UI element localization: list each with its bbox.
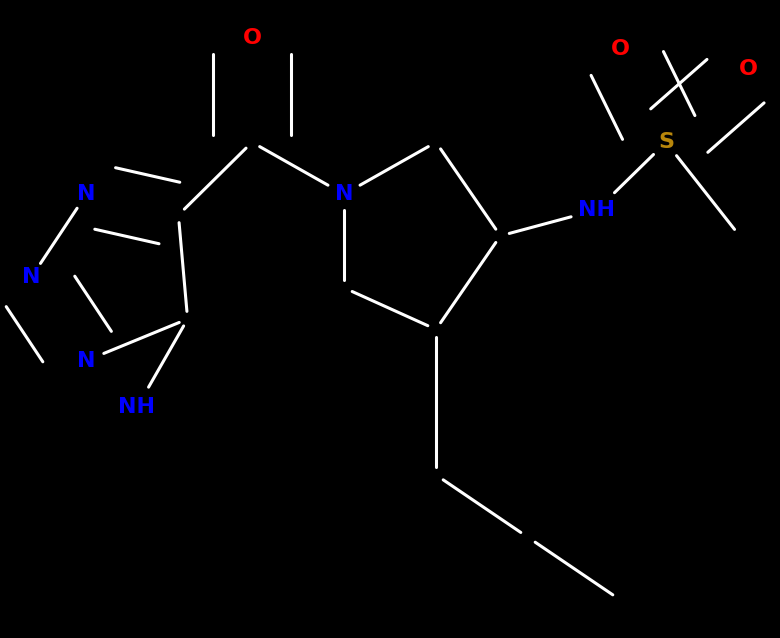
Text: N: N (77, 184, 96, 204)
Text: S: S (658, 132, 674, 152)
Text: N: N (335, 184, 353, 204)
Text: N: N (77, 351, 96, 371)
Text: O: O (243, 28, 261, 48)
Text: O: O (739, 59, 758, 80)
Text: N: N (22, 267, 41, 287)
Text: NH: NH (579, 200, 615, 220)
Text: O: O (611, 39, 629, 59)
Text: NH: NH (119, 397, 155, 417)
